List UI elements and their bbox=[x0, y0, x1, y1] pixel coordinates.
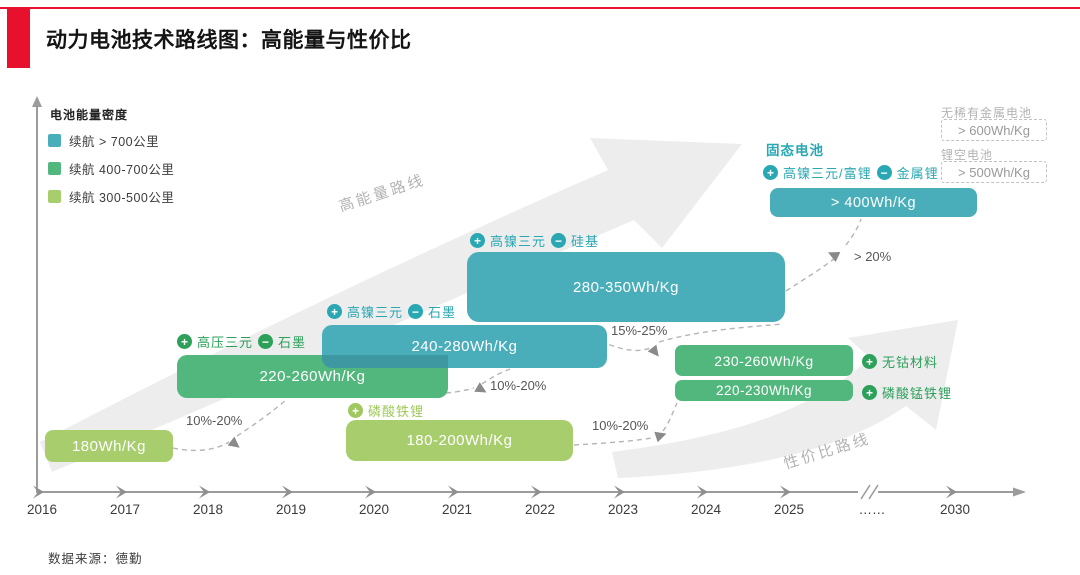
y-axis-label: 电池能量密度 bbox=[50, 108, 129, 122]
bar-220-230: 220-230Wh/Kg bbox=[675, 380, 853, 401]
future-battery-name-rare-metal-free: 无稀有金属电池 bbox=[941, 106, 1033, 120]
x-axis-chevron-icons bbox=[33, 485, 957, 499]
year-tick-2016: 2016 bbox=[26, 502, 58, 517]
year-tick-2018: 2018 bbox=[192, 502, 224, 517]
bar-value: 230-260Wh/Kg bbox=[714, 352, 814, 369]
chemistry-label-180-200: + 磷酸铁锂 bbox=[348, 401, 424, 420]
cathode-name: 无钴材料 bbox=[882, 355, 939, 370]
year-tick-2024: 2024 bbox=[690, 502, 722, 517]
page-title: 动力电池技术路线图：高能量与性价比 bbox=[46, 29, 412, 52]
bar-400: > 400Wh/Kg bbox=[770, 188, 977, 217]
bar-value: 220-260Wh/Kg bbox=[259, 368, 366, 385]
bar-value: 180Wh/Kg bbox=[71, 437, 147, 455]
legend-item-range-700: 续航 > 700公里 bbox=[48, 131, 174, 150]
chemistry-label-220-230: + 磷酸锰铁锂 bbox=[862, 383, 952, 402]
plus-icon: + bbox=[862, 385, 877, 400]
minus-icon: − bbox=[551, 233, 567, 248]
anode-name: 硅基 bbox=[571, 234, 600, 249]
bar-value: 180-200Wh/Kg bbox=[406, 432, 513, 449]
legend-label: 续航 300-500公里 bbox=[69, 191, 175, 205]
solid-state-battery-label: 固态电池 bbox=[766, 143, 824, 158]
transition-arrowhead-icons bbox=[227, 252, 841, 448]
year-tick-2021: 2021 bbox=[441, 502, 473, 517]
bar-180-200: 180-200Wh/Kg bbox=[346, 420, 573, 461]
chemistry-label-240-280: + 高镍三元 − 石墨 bbox=[327, 302, 456, 321]
bar-value: 220-230Wh/Kg bbox=[715, 383, 813, 398]
bar-value: > 400Wh/Kg bbox=[830, 194, 917, 211]
plus-icon: + bbox=[348, 403, 363, 418]
future-battery-value-lithium-air: > 500Wh/Kg bbox=[941, 161, 1047, 183]
bar-overlap-shade bbox=[322, 355, 448, 368]
cathode-name: 高镍三元 bbox=[347, 305, 404, 320]
transition-connectors bbox=[172, 218, 862, 452]
improvement-label-3: 15%-25% bbox=[611, 323, 668, 338]
year-tick-2025: 2025 bbox=[773, 502, 805, 517]
cathode-name: 磷酸铁锂 bbox=[368, 404, 425, 419]
anode-name: 金属锂 bbox=[896, 166, 939, 181]
year-tick-2022: 2022 bbox=[524, 502, 556, 517]
legend-item-range-300-500: 续航 300-500公里 bbox=[48, 187, 174, 206]
minus-icon: − bbox=[408, 304, 424, 319]
future-battery-name-lithium-air: 锂空电池 bbox=[941, 148, 994, 162]
plus-icon: + bbox=[862, 354, 877, 369]
year-tick-ellipsis: …… bbox=[858, 502, 886, 517]
cathode-name: 高镍三元 bbox=[490, 234, 547, 249]
improvement-label-4: 10%-20% bbox=[592, 418, 649, 433]
bar-value: 240-280Wh/Kg bbox=[411, 338, 518, 355]
year-tick-2020: 2020 bbox=[358, 502, 390, 517]
anode-name: 石墨 bbox=[278, 335, 307, 350]
improvement-label-1: 10%-20% bbox=[186, 413, 243, 428]
year-tick-2019: 2019 bbox=[275, 502, 307, 517]
minus-icon: − bbox=[876, 165, 892, 180]
bar-230-260: 230-260Wh/Kg bbox=[675, 345, 853, 376]
data-source: 数据来源：德勤 bbox=[48, 552, 143, 566]
top-accent-rule bbox=[0, 7, 1080, 9]
year-tick-2017: 2017 bbox=[109, 502, 141, 517]
minus-icon: − bbox=[258, 334, 274, 349]
legend-swatch-teal-icon bbox=[48, 134, 61, 147]
x-axis-break-icon bbox=[858, 484, 879, 500]
legend-swatch-lightgreen-icon bbox=[48, 190, 61, 203]
legend-label: 续航 > 700公里 bbox=[69, 135, 160, 149]
future-battery-value-rare-metal-free: > 600Wh/Kg bbox=[941, 119, 1047, 141]
bar-value: 280-350Wh/Kg bbox=[572, 278, 680, 296]
year-tick-2030: 2030 bbox=[939, 502, 971, 517]
legend: 续航 > 700公里 续航 400-700公里 续航 300-500公里 bbox=[48, 131, 174, 206]
chemistry-label-220-260: + 高压三元 − 石墨 bbox=[177, 332, 306, 351]
bar-280-350: 280-350Wh/Kg bbox=[467, 252, 785, 322]
anode-name: 石墨 bbox=[428, 305, 457, 320]
plus-icon: + bbox=[177, 334, 192, 349]
cathode-name: 高镍三元/富锂 bbox=[783, 166, 872, 181]
x-axis-arrow-icon bbox=[1013, 487, 1026, 497]
chemistry-label-400: + 高镍三元/富锂 − 金属锂 bbox=[763, 163, 939, 182]
plus-icon: + bbox=[763, 165, 778, 180]
cathode-name: 高压三元 bbox=[197, 335, 254, 350]
y-axis-arrow-icon bbox=[32, 96, 42, 107]
plus-icon: + bbox=[470, 233, 485, 248]
bar-180: 180Wh/Kg bbox=[45, 430, 173, 462]
year-tick-2023: 2023 bbox=[607, 502, 639, 517]
legend-item-range-400-700: 续航 400-700公里 bbox=[48, 159, 174, 178]
chemistry-label-280-350: + 高镍三元 − 硅基 bbox=[470, 231, 599, 250]
cathode-name: 磷酸锰铁锂 bbox=[882, 386, 953, 401]
red-accent-block bbox=[7, 7, 30, 68]
improvement-label-5: > 20% bbox=[854, 249, 892, 264]
legend-swatch-green-icon bbox=[48, 162, 61, 175]
improvement-label-2: 10%-20% bbox=[490, 378, 547, 393]
plus-icon: + bbox=[327, 304, 342, 319]
legend-label: 续航 400-700公里 bbox=[69, 163, 175, 177]
chemistry-label-230-260: + 无钴材料 bbox=[862, 352, 938, 371]
